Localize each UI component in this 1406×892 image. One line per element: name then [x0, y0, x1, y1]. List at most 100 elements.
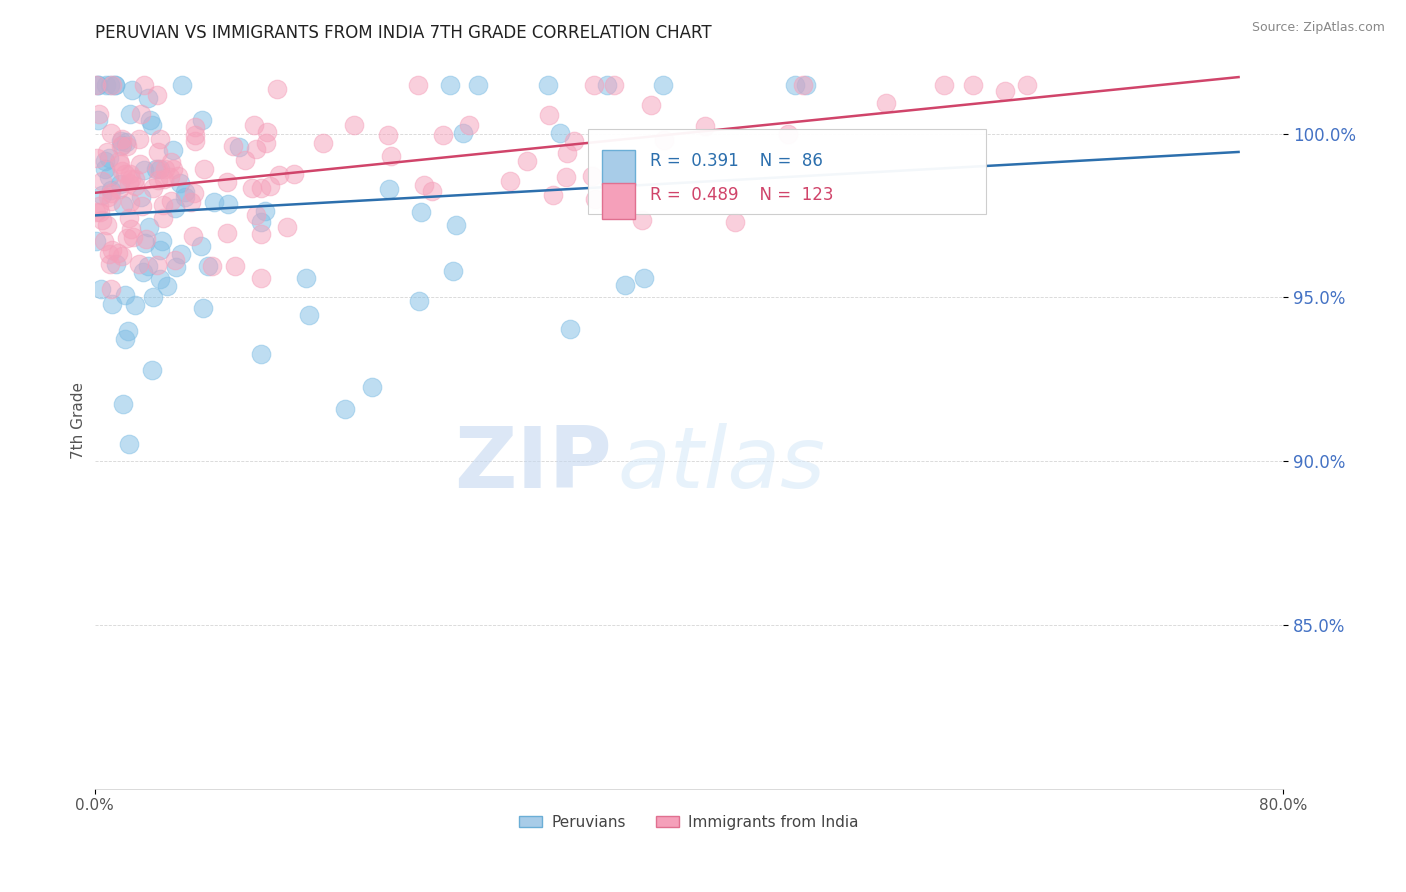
Point [283, 167, 305, 181]
Point [108, 157, 131, 171]
Point [141, 118, 163, 132]
Point [152, 211, 174, 226]
Text: R =  0.489    N =  123: R = 0.489 N = 123 [650, 186, 834, 204]
Point [377, 128, 399, 142]
Point [245, 142, 267, 156]
Point [181, 229, 204, 244]
Point [89, 107, 111, 121]
Point [118, 107, 141, 121]
Point [148, 162, 170, 177]
Point [87, 199, 110, 213]
Point [724, 215, 747, 229]
Point [118, 167, 141, 181]
Point [564, 134, 586, 148]
Point [129, 107, 152, 121]
Point [441, 264, 464, 278]
Point [439, 78, 461, 92]
Text: Source: ZipAtlas.com: Source: ZipAtlas.com [1251, 21, 1385, 34]
Point [148, 173, 170, 187]
Point [640, 97, 662, 112]
Point [97, 189, 120, 203]
Point [169, 177, 191, 191]
Point [499, 174, 522, 188]
Point [118, 211, 141, 226]
Point [160, 154, 183, 169]
Point [254, 136, 277, 150]
Point [128, 132, 150, 146]
Point [159, 169, 181, 184]
Point [111, 249, 134, 263]
Point [132, 163, 155, 178]
Point [142, 290, 165, 304]
Point [96, 218, 118, 232]
Point [172, 78, 194, 92]
Point [215, 226, 238, 240]
Point [115, 231, 138, 245]
Point [633, 270, 655, 285]
Point [193, 162, 215, 177]
Point [224, 259, 246, 273]
Point [550, 126, 572, 140]
Point [114, 287, 136, 301]
Point [783, 78, 806, 92]
Point [451, 126, 474, 140]
Point [98, 257, 121, 271]
Point [100, 183, 122, 197]
Point [256, 125, 278, 139]
Point [250, 181, 273, 195]
Point [276, 219, 298, 234]
Point [84, 204, 107, 219]
Point [458, 119, 481, 133]
Point [101, 78, 124, 92]
Point [128, 257, 150, 271]
Point [228, 140, 250, 154]
Point [792, 78, 814, 92]
Point [132, 78, 155, 92]
Point [118, 437, 141, 451]
Point [312, 136, 335, 150]
Point [136, 260, 159, 274]
Point [444, 218, 467, 232]
Point [152, 171, 174, 186]
Point [932, 78, 955, 92]
Point [295, 271, 318, 285]
Point [120, 171, 142, 186]
Point [138, 219, 160, 234]
Point [245, 208, 267, 222]
Point [190, 113, 212, 128]
Point [378, 182, 401, 196]
Point [136, 91, 159, 105]
Point [149, 244, 172, 258]
Point [149, 162, 172, 177]
Point [114, 135, 136, 149]
Point [94, 153, 117, 168]
Point [962, 78, 984, 92]
Point [122, 229, 145, 244]
Point [875, 96, 897, 111]
Point [555, 145, 578, 160]
Point [149, 272, 172, 286]
Point [124, 298, 146, 312]
Point [184, 134, 207, 148]
Point [162, 144, 184, 158]
Point [217, 175, 239, 189]
Point [90, 174, 112, 188]
Point [184, 128, 207, 142]
Point [124, 178, 146, 193]
Point [94, 161, 117, 176]
Point [173, 190, 195, 204]
Point [146, 145, 169, 160]
Point [167, 169, 190, 183]
Point [142, 181, 165, 195]
Point [107, 245, 129, 260]
Point [156, 279, 179, 293]
Point [98, 78, 121, 92]
Point [794, 78, 817, 92]
Point [165, 201, 187, 215]
Point [408, 293, 430, 308]
Point [91, 187, 114, 202]
Point [537, 108, 560, 122]
Point [149, 132, 172, 146]
Point [121, 83, 143, 97]
Point [596, 78, 619, 92]
